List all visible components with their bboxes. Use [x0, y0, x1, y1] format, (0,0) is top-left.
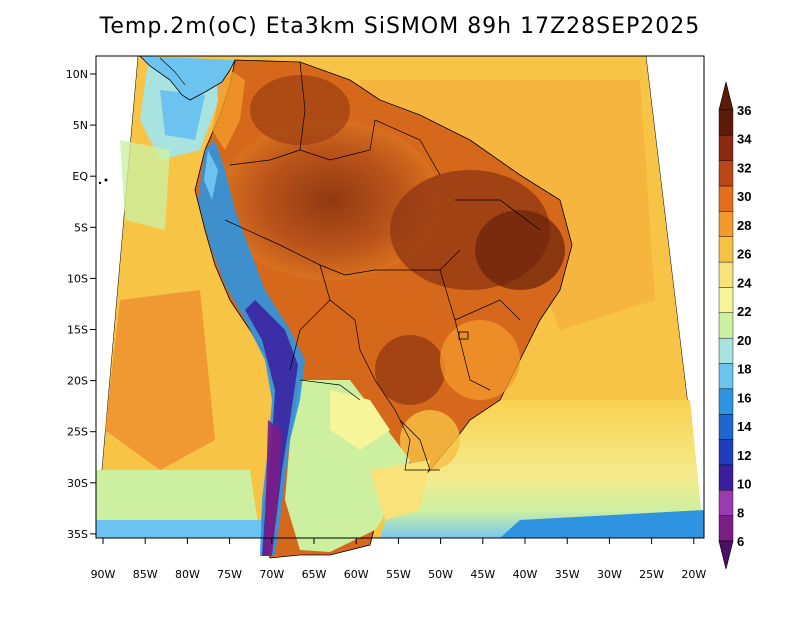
- colorbar-segment: [718, 211, 734, 237]
- colorbar-segment: [718, 109, 734, 136]
- lat-label: EQ: [72, 170, 88, 183]
- lon-label: 65W: [302, 568, 327, 581]
- latitude-axis: 10N 5N EQ 5S 10S 15S 20S 25S 30S 35S: [66, 68, 96, 541]
- colorbar-segment: [718, 515, 734, 542]
- colorbar-segment: [718, 287, 734, 314]
- lat-label: 10S: [67, 272, 88, 285]
- colorbar-label: 20: [737, 333, 751, 348]
- longitude-axis: 90W 85W 80W 75W 70W 65W 60W 55W 50W 45W 40W 35W 30W 2…: [91, 538, 706, 581]
- lon-label: 45W: [470, 568, 495, 581]
- lat-label: 15S: [67, 324, 88, 337]
- colorbar-label: 26: [737, 247, 751, 262]
- colorbar-segment: [718, 363, 734, 390]
- lat-label: 35S: [67, 528, 88, 541]
- colorbar-segment: [718, 414, 734, 440]
- colorbar-segment: [718, 135, 734, 161]
- colorbar: 6 8 10 12 14 16 18 20 22 24 26 28 30 32 34 36: [718, 81, 752, 570]
- colorbar-segment: [718, 388, 734, 415]
- lat-label: 20S: [67, 375, 88, 388]
- central-america: [139, 55, 236, 101]
- colorbar-label: 24: [737, 275, 752, 290]
- lon-label: 50W: [428, 568, 453, 581]
- map-title: Temp.2m(oC) Eta3km SiSMOM 89h 17Z28SEP20…: [99, 14, 701, 39]
- lat-label: 25S: [67, 426, 88, 439]
- colorbar-label: 8: [737, 505, 744, 520]
- map-frame: [95, 55, 705, 539]
- colorbar-segment: [718, 337, 734, 364]
- lon-label: 30W: [597, 568, 622, 581]
- lon-label: 25W: [639, 568, 664, 581]
- colorbar-segment: [718, 312, 734, 339]
- colorbar-label: 34: [737, 132, 752, 147]
- lon-label: 40W: [513, 568, 538, 581]
- lon-label: 55W: [386, 568, 411, 581]
- lon-label: 80W: [175, 568, 200, 581]
- colorbar-label: 12: [737, 448, 751, 463]
- colorbar-label: 22: [737, 304, 751, 319]
- colorbar-label: 36: [737, 103, 751, 118]
- lon-label: 60W: [344, 568, 369, 581]
- colorbar-segment: [718, 236, 734, 263]
- lat-label: 5S: [74, 221, 88, 234]
- south-america-landmass: [98, 59, 573, 559]
- colorbar-label: 32: [737, 160, 751, 175]
- colorbar-segment: [718, 261, 734, 288]
- colorbar-segment: [718, 439, 734, 466]
- colorbar-label: 16: [737, 390, 751, 405]
- lon-label: 90W: [91, 568, 116, 581]
- colorbar-label: 10: [737, 477, 751, 492]
- lon-label: 70W: [259, 568, 284, 581]
- lat-label: 10N: [66, 68, 88, 81]
- lon-label: 75W: [217, 568, 242, 581]
- lon-label: 85W: [133, 568, 158, 581]
- colorbar-label: 30: [737, 189, 751, 204]
- colorbar-label: 6: [737, 534, 744, 549]
- colorbar-max-arrow: [718, 81, 734, 111]
- lat-label: 5N: [73, 119, 88, 132]
- colorbar-segment: [718, 490, 734, 516]
- lat-label: 30S: [67, 477, 88, 490]
- lon-label: 20W: [681, 568, 706, 581]
- colorbar-segment: [718, 185, 734, 212]
- colorbar-min-arrow: [718, 540, 734, 570]
- colorbar-label: 28: [737, 218, 751, 233]
- colorbar-segment: [718, 464, 734, 491]
- lon-label: 35W: [555, 568, 580, 581]
- colorbar-label: 18: [737, 362, 751, 377]
- colorbar-segment: [718, 160, 734, 187]
- colorbar-label: 14: [737, 419, 752, 434]
